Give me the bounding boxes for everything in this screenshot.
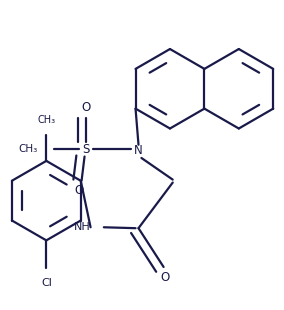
Text: Cl: Cl [41, 278, 52, 288]
Text: NH: NH [74, 222, 91, 232]
Text: O: O [74, 184, 83, 197]
Text: CH₃: CH₃ [37, 115, 55, 125]
Text: O: O [82, 101, 91, 114]
Text: N: N [134, 144, 143, 157]
Text: O: O [160, 271, 170, 284]
Text: S: S [82, 143, 90, 156]
Text: CH₃: CH₃ [18, 144, 37, 154]
